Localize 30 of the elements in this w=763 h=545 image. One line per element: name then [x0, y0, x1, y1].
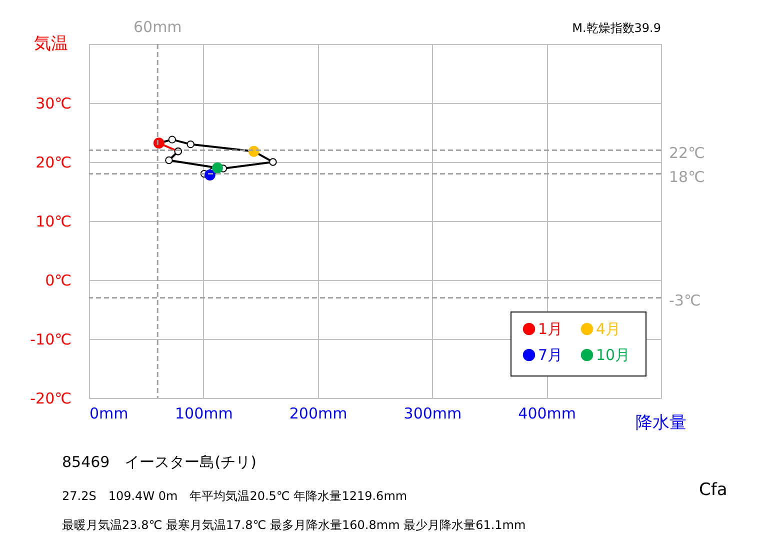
x-axis-title: 降水量	[636, 413, 686, 433]
point	[186, 140, 194, 148]
y-tick-label: -20℃	[30, 390, 72, 408]
ref-line-label: 18℃	[669, 168, 705, 186]
text: 最暖月気温23.8℃ 最寒月気温17.8℃ 最多月降水量160.8mm 最少月降水量61.1mm	[62, 518, 526, 532]
ref-line-label: 22℃	[669, 144, 705, 162]
x-tick-label: 400mm	[518, 404, 576, 422]
y-tick-label: 10℃	[36, 212, 72, 230]
ref-line-label: -3℃	[669, 292, 701, 310]
ref-line-label: 60mm	[133, 18, 182, 36]
legend-label: 10月	[596, 346, 630, 364]
text: M.乾燥指数39.9	[572, 21, 661, 35]
legend-label: 7月	[538, 346, 563, 364]
y-axis-title: 気温	[34, 34, 68, 54]
x-tick-label: 200mm	[289, 404, 348, 422]
text: 27.2S 109.4W 0m 年平均気温20.5℃ 年降水量1219.6mm	[62, 489, 408, 503]
x-tick-label: 300mm	[404, 404, 462, 422]
y-tick-label: 20℃	[36, 154, 72, 172]
point	[168, 136, 176, 144]
point	[165, 156, 173, 164]
x-tick-label: 100mm	[174, 404, 233, 422]
y-tick-label: 0℃	[45, 272, 72, 290]
legend-label: 1月	[538, 320, 563, 338]
y-tick-label: 30℃	[36, 94, 72, 112]
point	[269, 158, 277, 166]
legend-label: 4月	[596, 320, 621, 338]
y-tick-label: -10℃	[30, 330, 72, 348]
text: 85469 イースター島(チリ)	[62, 453, 256, 471]
x-tick-label: 0mm	[90, 404, 128, 422]
text: Cfa	[699, 480, 728, 500]
